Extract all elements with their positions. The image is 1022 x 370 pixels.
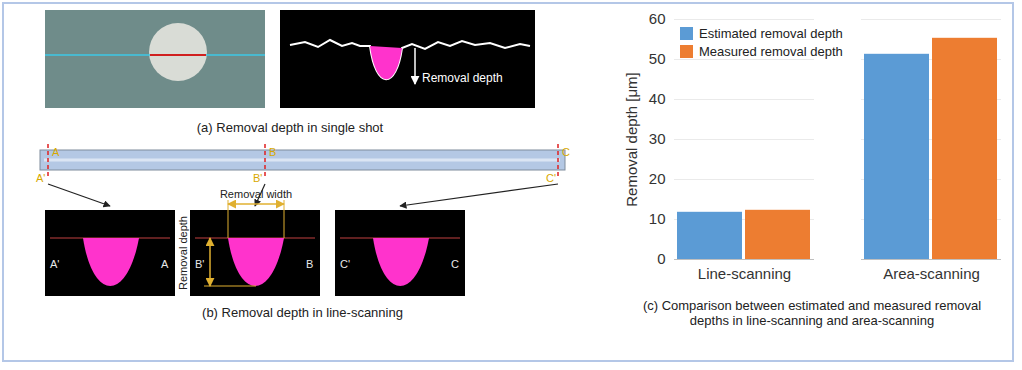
svg-text:20: 20 — [649, 170, 666, 187]
svg-text:Removal depth: Removal depth — [177, 216, 189, 290]
svg-text:40: 40 — [649, 90, 666, 107]
svg-text:B: B — [269, 146, 276, 158]
svg-text:Removal depth [μm]: Removal depth [μm] — [623, 72, 640, 207]
svg-text:B': B' — [195, 258, 204, 270]
svg-text:30: 30 — [649, 130, 666, 147]
svg-text:Area-scanning: Area-scanning — [883, 265, 980, 282]
svg-text:C: C — [562, 146, 570, 158]
svg-text:Removal depth: Removal depth — [422, 71, 503, 85]
html-text:(c) Comparison between estimat: (c) Comparison between estimated and mea… — [642, 298, 982, 328]
html-text:Measured removal depth: Measured removal depth — [699, 44, 843, 59]
svg-text:0: 0 — [657, 250, 665, 267]
svg-text:A': A' — [50, 258, 59, 270]
svg-text:Removal width: Removal width — [220, 188, 292, 200]
svg-text:C': C' — [340, 258, 350, 270]
svg-text:10: 10 — [649, 210, 666, 227]
svg-text:A: A — [52, 146, 60, 158]
svg-text:B': B' — [253, 172, 262, 184]
svg-text:C': C' — [546, 172, 556, 184]
svg-text:A: A — [161, 258, 169, 270]
svg-text:60: 60 — [649, 10, 666, 27]
svg-text:A': A' — [36, 172, 45, 184]
html-text:Estimated removal depth: Estimated removal depth — [699, 26, 843, 41]
svg-text:B: B — [306, 258, 313, 270]
html-text:(b) Removal depth in line-scan: (b) Removal depth in line-scanning — [202, 305, 403, 320]
svg-text:50: 50 — [649, 50, 666, 67]
html-text:(a) Removal depth in single sh: (a) Removal depth in single shot — [196, 120, 384, 135]
svg-text:Line-scanning: Line-scanning — [698, 265, 791, 282]
svg-text:C: C — [451, 258, 459, 270]
